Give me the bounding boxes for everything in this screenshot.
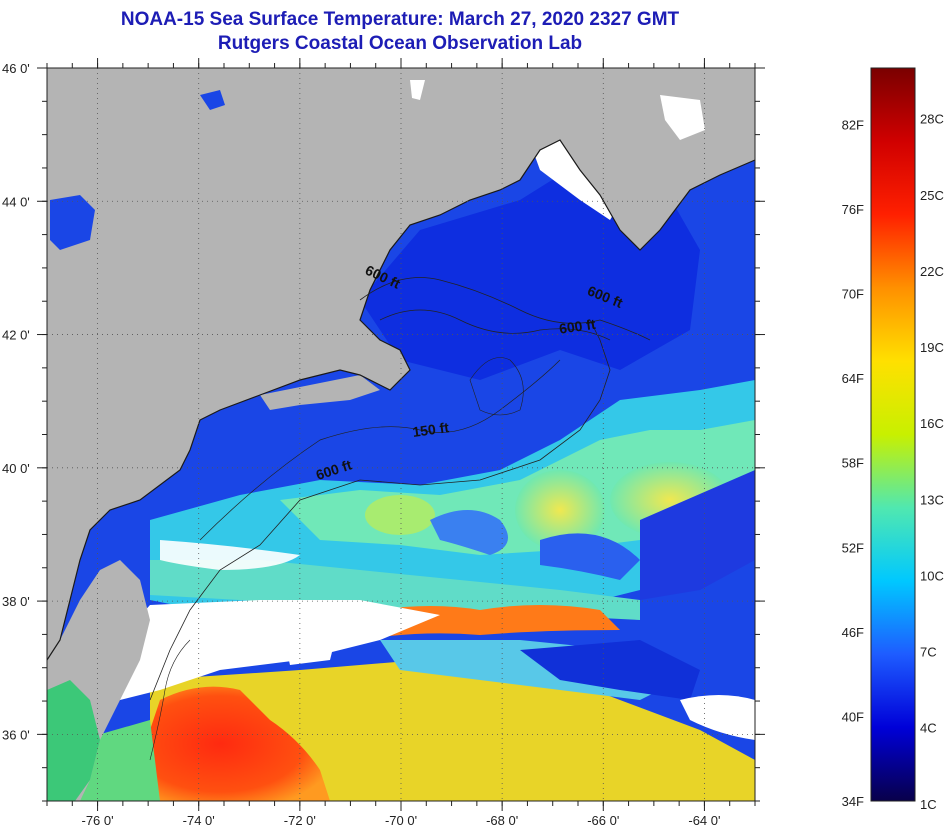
cold-streamer-2	[540, 533, 640, 580]
lat-tick-label: 44 0'	[2, 194, 30, 209]
cold-streak-ne	[640, 470, 755, 600]
title-line-1: NOAA-15 Sea Surface Temperature: March 2…	[120, 9, 680, 30]
grid-lines	[47, 68, 755, 801]
cloud-patch-1	[280, 620, 340, 665]
cloud-speck-land	[410, 80, 425, 100]
lon-tick-label: -68 0'	[486, 813, 518, 828]
coastline	[47, 139, 755, 661]
land-chesapeake-area	[47, 680, 100, 801]
lat-tick-label: 46 0'	[2, 61, 30, 76]
lat-tick-label: 42 0'	[2, 328, 30, 343]
land-nova-scotia	[600, 85, 755, 250]
contour-label: 600 ft	[558, 316, 597, 337]
lake-2	[200, 90, 225, 110]
lake-1	[50, 195, 95, 250]
land-long-island	[260, 375, 380, 410]
cloud-speck-ns	[660, 95, 705, 140]
warm-eddy-1	[515, 470, 605, 550]
cold-water-se	[520, 640, 700, 700]
cloud-band-central	[100, 600, 440, 700]
lon-tick-label: -72 0'	[284, 813, 316, 828]
cloud-patch-east	[680, 695, 755, 740]
title-line-2: Rutgers Coastal Ocean Observation Lab	[217, 33, 583, 54]
axis-labels: -76 0' -74 0' -72 0' -70 0' -68 0' -66 0' -64 …	[2, 61, 720, 828]
lon-tick-label: -64 0'	[688, 813, 720, 828]
contour-label: 150 ft	[411, 419, 450, 440]
gulf-stream-core	[130, 686, 330, 801]
lon-tick-label: -66 0'	[587, 813, 619, 828]
cloud-patch-2	[160, 540, 300, 570]
cold-streamer	[430, 510, 508, 555]
contour-150ft	[199, 359, 561, 541]
lat-tick-label: 36 0'	[2, 727, 30, 742]
lat-tick-label: 38 0'	[2, 594, 30, 609]
contour-georges-bank	[469, 357, 524, 416]
lon-tick-label: -70 0'	[385, 813, 417, 828]
contour-shelf-south	[149, 639, 191, 761]
lat-tick-label: 40 0'	[2, 461, 30, 476]
lon-tick-label: -76 0'	[82, 813, 114, 828]
warm-eddy-3	[365, 495, 435, 535]
lon-tick-label: -74 0'	[183, 813, 215, 828]
contour-600ft-inner	[379, 309, 611, 341]
contour-600ft-north	[359, 277, 651, 341]
axis-ticks	[37, 58, 765, 811]
contour-600ft-south	[149, 319, 611, 701]
southern-shelf-band	[150, 560, 640, 620]
